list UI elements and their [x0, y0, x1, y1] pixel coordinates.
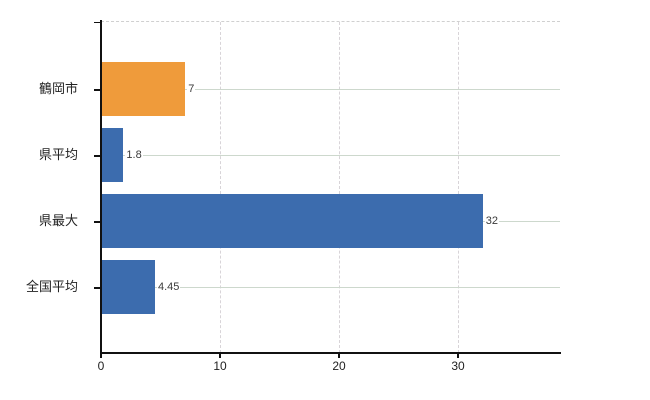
y-axis-line	[100, 20, 102, 358]
row-gridline	[102, 287, 560, 288]
bar-1	[102, 128, 124, 182]
row-gridline	[102, 89, 560, 90]
x-axis-line	[100, 352, 561, 354]
x-axis-tick-label: 30	[451, 359, 465, 373]
bar-2	[102, 194, 483, 248]
category-label: 県最大	[38, 213, 78, 228]
bar-3	[102, 260, 155, 314]
value-label: 4.45	[156, 279, 181, 295]
x-axis-tick-label: 20	[332, 359, 346, 373]
value-label: 1.8	[125, 147, 143, 163]
category-label: 県平均	[38, 147, 78, 162]
vertical-gridline	[339, 22, 340, 353]
bar-0	[102, 62, 186, 116]
x-axis-tick	[457, 353, 459, 358]
category-label: 全国平均	[25, 279, 78, 294]
row-gridline	[102, 155, 560, 156]
value-label: 32	[484, 213, 500, 229]
category-label: 鶴岡市	[38, 81, 78, 96]
x-axis-tick	[338, 353, 340, 358]
y-axis-tick	[94, 287, 101, 289]
vertical-gridline	[458, 22, 459, 353]
x-axis-tick	[100, 353, 102, 358]
x-axis-tick-label: 0	[97, 359, 105, 373]
y-axis-tick	[94, 155, 101, 157]
y-axis-tick	[94, 221, 101, 223]
y-axis-tick	[94, 89, 101, 91]
y-axis-top-tick	[94, 21, 101, 23]
plot-top-border	[101, 21, 560, 22]
x-axis-tick	[219, 353, 221, 358]
vertical-gridline	[220, 22, 221, 353]
x-axis-tick-label: 10	[213, 359, 227, 373]
value-label: 7	[187, 81, 196, 97]
